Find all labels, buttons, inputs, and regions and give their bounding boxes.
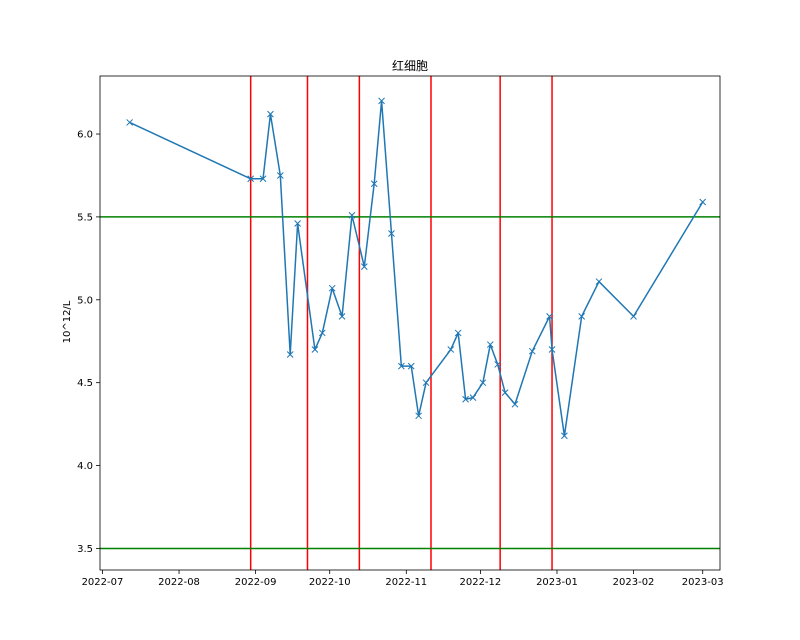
data-point-marker — [454, 329, 462, 337]
data-point-marker — [407, 362, 415, 370]
data-point-marker — [378, 97, 385, 105]
data-point-marker — [370, 180, 378, 188]
data-point-marker — [422, 379, 430, 387]
data-point-marker — [311, 346, 319, 353]
data-point-marker — [561, 432, 568, 440]
data-point-marker — [462, 395, 469, 403]
data-series — [126, 97, 707, 440]
x-tick-label: 2022-11 — [385, 577, 427, 588]
data-point-marker — [501, 389, 509, 396]
data-point-marker — [247, 175, 255, 183]
data-point-marker — [578, 313, 586, 320]
data-point-marker — [415, 412, 422, 420]
plot-area-border — [99, 75, 721, 571]
data-point-marker — [479, 379, 487, 387]
data-point-marker — [388, 230, 395, 237]
data-point-marker — [469, 394, 477, 401]
y-tick-label: 4.5 — [77, 378, 93, 389]
data-point-marker — [595, 278, 603, 285]
x-tick-label: 2022-08 — [158, 577, 200, 588]
x-tick-label: 2022-09 — [235, 577, 277, 588]
data-point-marker — [511, 400, 519, 408]
y-tick-label: 4.0 — [77, 461, 93, 472]
data-point-marker — [398, 362, 405, 370]
chart-title: 红细胞 — [392, 58, 428, 73]
data-point-marker — [126, 119, 133, 126]
data-point-marker — [259, 175, 267, 183]
plot-frame — [99, 75, 721, 571]
y-tick-label: 6.0 — [77, 130, 93, 141]
data-point-marker — [276, 172, 284, 179]
data-point-marker — [548, 346, 556, 353]
axes: 2022-07 2022-08 2022-09 2022-10 2022-11 2022-… — [77, 130, 724, 588]
y-tick-label: 5.5 — [77, 212, 93, 223]
data-point-marker — [528, 347, 536, 355]
x-tick-label: 2022-12 — [459, 577, 501, 588]
data-point-marker — [348, 211, 356, 219]
x-tick-label: 2023-01 — [536, 577, 578, 588]
x-tick-label: 2022-07 — [82, 577, 124, 588]
data-point-marker — [447, 346, 455, 353]
data-point-marker — [294, 220, 301, 227]
data-point-marker — [318, 329, 326, 337]
data-point-marker — [286, 351, 294, 358]
data-point-marker — [328, 284, 336, 292]
data-point-marker — [699, 198, 707, 206]
y-axis-label: 10^12/L — [62, 300, 73, 343]
data-point-marker — [360, 263, 368, 270]
data-point-marker — [486, 341, 494, 348]
y-tick-label: 3.5 — [77, 544, 93, 555]
series-line — [129, 100, 704, 437]
y-tick-label: 5.0 — [77, 295, 93, 306]
data-point-marker — [546, 313, 553, 320]
data-point-marker — [338, 313, 346, 320]
data-point-marker — [267, 110, 274, 118]
x-tick-label: 2023-03 — [682, 577, 724, 588]
x-tick-label: 2023-02 — [613, 577, 655, 588]
data-point-marker — [494, 361, 502, 368]
reference-lines — [100, 76, 720, 570]
x-tick-label: 2022-10 — [309, 577, 351, 588]
data-point-marker — [630, 313, 637, 320]
